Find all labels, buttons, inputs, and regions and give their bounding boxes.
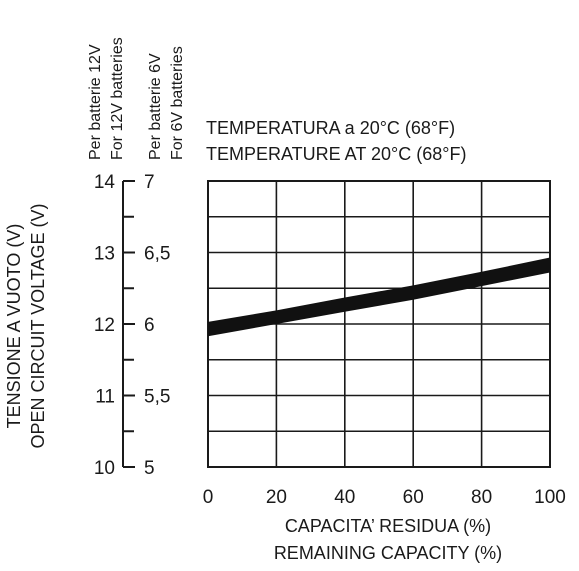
- y-axis-title: TENSIONE A VUOTO (V) OPEN CIRCUIT VOLTAG…: [4, 203, 48, 448]
- x-axis-title: CAPACITA’ RESIDUA (%) REMAINING CAPACITY…: [274, 516, 502, 563]
- axis-label-6v-line-1: Per batterie 6V: [147, 53, 164, 160]
- y-tick-label-6v-1: 5,5: [144, 387, 170, 408]
- chart-title: TEMPERATURA a 20°C (68°F) TEMPERATURE AT…: [206, 118, 466, 164]
- x-tick-label-0: 0: [203, 487, 214, 508]
- axis-label-12v-line-2: For 12V batteries: [109, 37, 126, 160]
- x-axis-title-line-1: CAPACITA’ RESIDUA (%): [285, 516, 491, 536]
- y-tick-label-12v-0: 10: [94, 458, 115, 479]
- axis-label-6v: Per batterie 6V For 6V batteries: [147, 46, 186, 160]
- y-tick-label-6v-3: 6,5: [144, 244, 170, 265]
- x-tick-label-2: 40: [334, 487, 355, 508]
- y-axis-title-line-1: TENSIONE A VUOTO (V): [4, 224, 24, 429]
- x-axis-title-line-2: REMAINING CAPACITY (%): [274, 543, 502, 563]
- y-tick-label-12v-1: 11: [95, 387, 115, 408]
- axis-label-12v: Per batterie 12V For 12V batteries: [87, 37, 126, 160]
- chart-title-line-2: TEMPERATURE AT 20°C (68°F): [206, 144, 466, 164]
- y-tick-label-6v-2: 6: [144, 315, 155, 336]
- y-tick-label-12v-3: 13: [94, 244, 115, 265]
- y-axis-title-line-2: OPEN CIRCUIT VOLTAGE (V): [28, 203, 48, 448]
- chart-title-line-1: TEMPERATURA a 20°C (68°F): [206, 118, 455, 138]
- y-tick-label-12v-2: 12: [94, 315, 115, 336]
- grid: [208, 181, 550, 467]
- y-tick-labels-12v: 10 11 12 13 14: [94, 172, 116, 479]
- x-tick-labels: 0 20 40 60 80 100: [203, 487, 566, 508]
- y-tick-label-12v-4: 14: [94, 172, 116, 193]
- voltage-band: [208, 257, 550, 337]
- axis-label-6v-line-2: For 6V batteries: [169, 46, 186, 160]
- x-tick-label-3: 60: [403, 487, 424, 508]
- y-tick-label-6v-4: 7: [144, 172, 155, 193]
- y-axis-ticks: [123, 180, 135, 468]
- x-tick-label-1: 20: [266, 487, 287, 508]
- axis-label-12v-line-1: Per batterie 12V: [87, 44, 104, 160]
- y-tick-label-6v-0: 5: [144, 458, 155, 479]
- y-tick-labels-6v: 5 5,5 6 6,5 7: [144, 172, 170, 479]
- x-tick-label-5: 100: [534, 487, 566, 508]
- x-tick-label-4: 80: [471, 487, 492, 508]
